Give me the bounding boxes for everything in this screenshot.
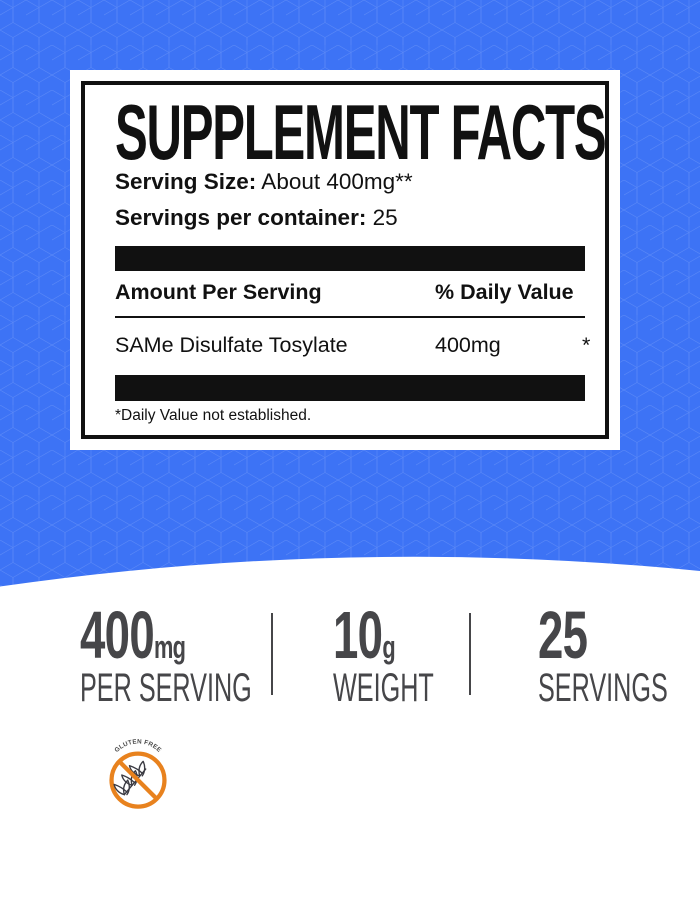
svg-text:GLUTEN FREE: GLUTEN FREE [113, 737, 163, 753]
